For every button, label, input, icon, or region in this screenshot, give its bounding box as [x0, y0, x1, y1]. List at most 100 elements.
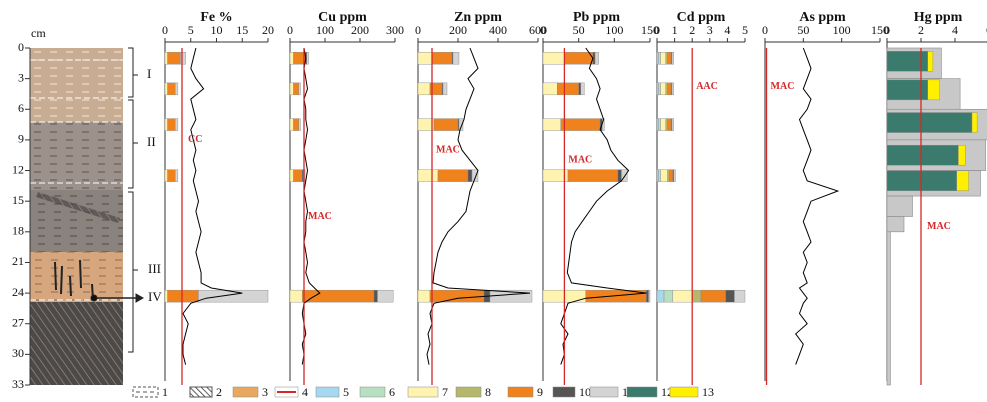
y-tick-label: 27 [12, 315, 24, 329]
y-tick-label: 6 [18, 101, 24, 115]
bar-segment [661, 119, 666, 131]
bar-segment [568, 170, 618, 182]
bar-segment [887, 80, 928, 100]
x-tick-label: 2 [918, 23, 924, 37]
reference-label: MAC [308, 211, 332, 222]
bar-segment [175, 170, 178, 182]
bar-segment [418, 52, 432, 64]
x-tick-label: 0 [415, 23, 421, 37]
bar-segment [672, 52, 674, 64]
panel: Cd ppm012345AAC [654, 10, 748, 385]
legend-swatch [408, 387, 438, 397]
bar-segment [180, 52, 185, 64]
bar-segment [657, 52, 659, 64]
zone-label: III [148, 261, 161, 276]
bar-segment [958, 145, 965, 165]
x-tick-label: 400 [489, 23, 507, 37]
bar-segment [175, 119, 178, 131]
bar-segment [302, 290, 374, 302]
reference-label: MAC [568, 155, 592, 166]
legend-swatch [360, 387, 385, 397]
bar-segment [165, 52, 168, 64]
x-tick-label: 50 [797, 23, 809, 37]
bar-segment [659, 170, 661, 182]
bar-segment [418, 290, 430, 302]
bar-segment [672, 119, 674, 131]
bar-segment [668, 52, 672, 64]
x-tick-label: 20 [262, 23, 274, 37]
bar-segment [557, 83, 578, 95]
hg-step [887, 196, 913, 216]
bar-segment [646, 290, 648, 302]
profile-line [183, 48, 242, 365]
legend-label: 2 [216, 385, 222, 399]
bar-segment [928, 51, 933, 71]
bar-segment [378, 290, 394, 302]
y-tick-label: 18 [12, 224, 24, 238]
profile-line [561, 48, 647, 365]
bar-segment [673, 290, 692, 302]
y-tick-label: 30 [12, 346, 24, 360]
bar-segment [661, 52, 666, 64]
hg-step [887, 217, 904, 232]
layer [30, 48, 123, 122]
legend-label: 5 [343, 385, 349, 399]
legend-label: 1 [162, 385, 168, 399]
legend-label: 6 [389, 385, 395, 399]
bar-segment [674, 170, 676, 182]
x-tick-label: 10 [211, 23, 223, 37]
bar-segment [666, 52, 668, 64]
profile-line [427, 48, 530, 365]
x-tick-label: 100 [316, 23, 334, 37]
y-tick-label: 0 [18, 40, 24, 54]
bar-segment [887, 171, 957, 191]
bar-segment [307, 52, 309, 64]
bar-segment [418, 170, 438, 182]
x-tick-label: 0 [654, 23, 660, 37]
bar-segment [438, 170, 468, 182]
x-tick-label: 3 [707, 23, 713, 37]
bar-segment [443, 83, 447, 95]
bar-segment [887, 145, 958, 165]
bar-segment [290, 170, 294, 182]
bar-segment [664, 290, 673, 302]
bar-segment [618, 170, 622, 182]
legend-label: 9 [537, 385, 543, 399]
bar-segment [672, 83, 674, 95]
bar-segment [168, 170, 176, 182]
bar-segment [701, 290, 726, 302]
bar-segment [432, 52, 452, 64]
legend-swatch [316, 387, 339, 397]
lithology-column [30, 48, 123, 385]
legend-swatch [553, 387, 575, 397]
bar-segment [928, 80, 940, 100]
reference-label: CC [188, 134, 202, 145]
legend-label: 13 [702, 385, 714, 399]
profile-line [796, 48, 838, 365]
bar-segment [168, 52, 181, 64]
legend-label: 3 [262, 385, 268, 399]
bar-segment [543, 119, 561, 131]
bar-segment [564, 52, 593, 64]
bar-segment [659, 83, 661, 95]
bar-segment [661, 170, 668, 182]
bar-segment [294, 83, 299, 95]
x-tick-label: 200 [449, 23, 467, 37]
panel-title: Cd ppm [677, 10, 726, 25]
bar-segment [657, 290, 664, 302]
bar-segment [374, 290, 378, 302]
bar-segment [581, 83, 585, 95]
x-tick-label: 0 [287, 23, 293, 37]
y-tick-label: 24 [12, 285, 24, 299]
y-tick-label: 12 [12, 162, 24, 176]
y-axis-label: cm [31, 26, 46, 40]
bar-segment [666, 119, 668, 131]
hg-step [887, 232, 890, 385]
legend-swatch [233, 387, 258, 397]
legend-swatch [590, 387, 618, 397]
bar-segment [668, 119, 672, 131]
layer [30, 122, 123, 190]
bar-segment [165, 170, 168, 182]
